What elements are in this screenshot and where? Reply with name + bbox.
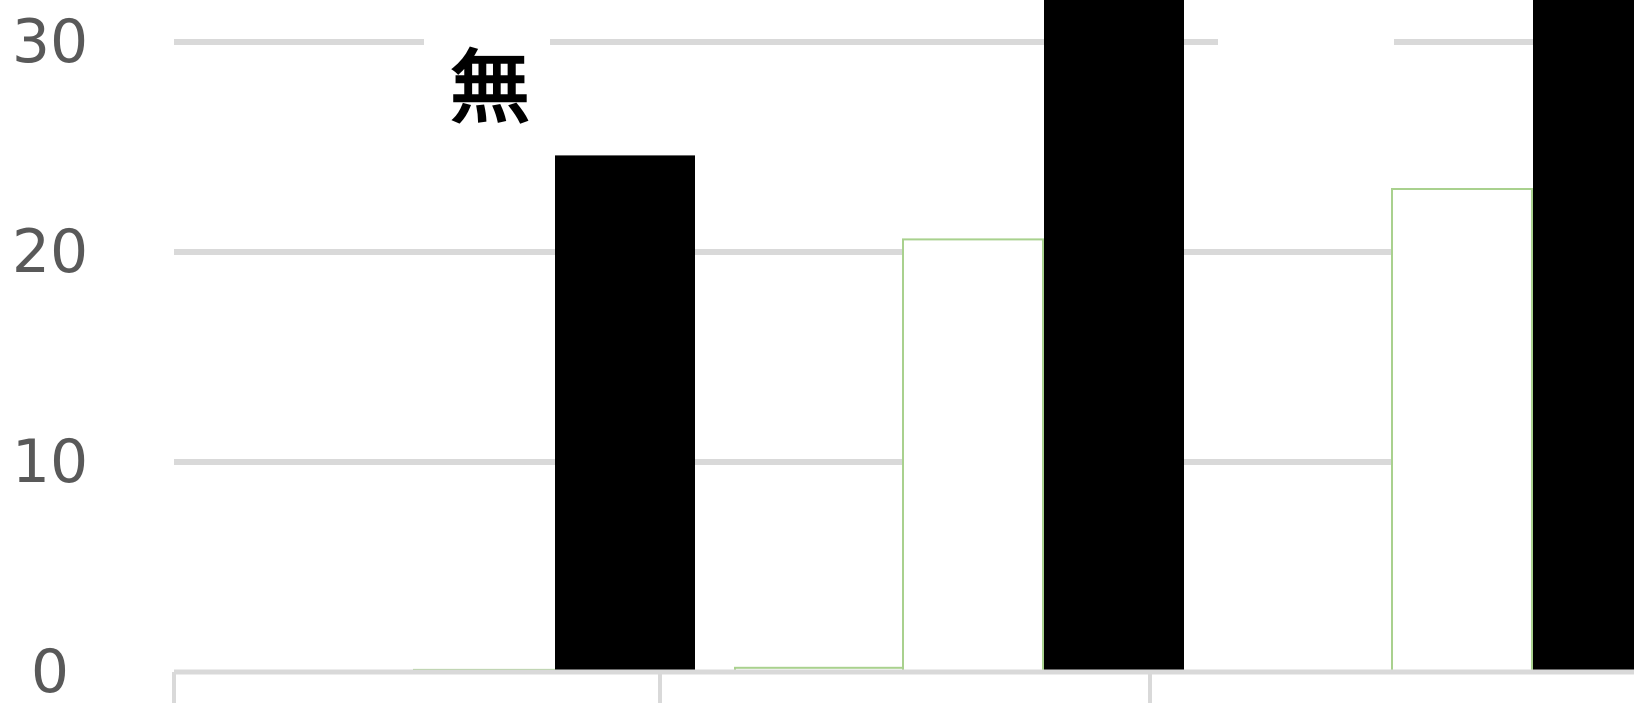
bar (555, 155, 695, 672)
bar (1391, 188, 1533, 673)
bar (1044, 0, 1184, 672)
y-tick-label: 0 (31, 637, 69, 703)
y-tick-label: 20 (12, 217, 88, 287)
annotation-background (1218, 30, 1394, 50)
y-tick-label: 30 (12, 7, 88, 77)
bar (1533, 0, 1634, 672)
annotation-background (424, 30, 550, 50)
bar-annotation: 無 (450, 42, 530, 135)
y-tick-label: 10 (12, 427, 88, 497)
bar (902, 238, 1044, 673)
